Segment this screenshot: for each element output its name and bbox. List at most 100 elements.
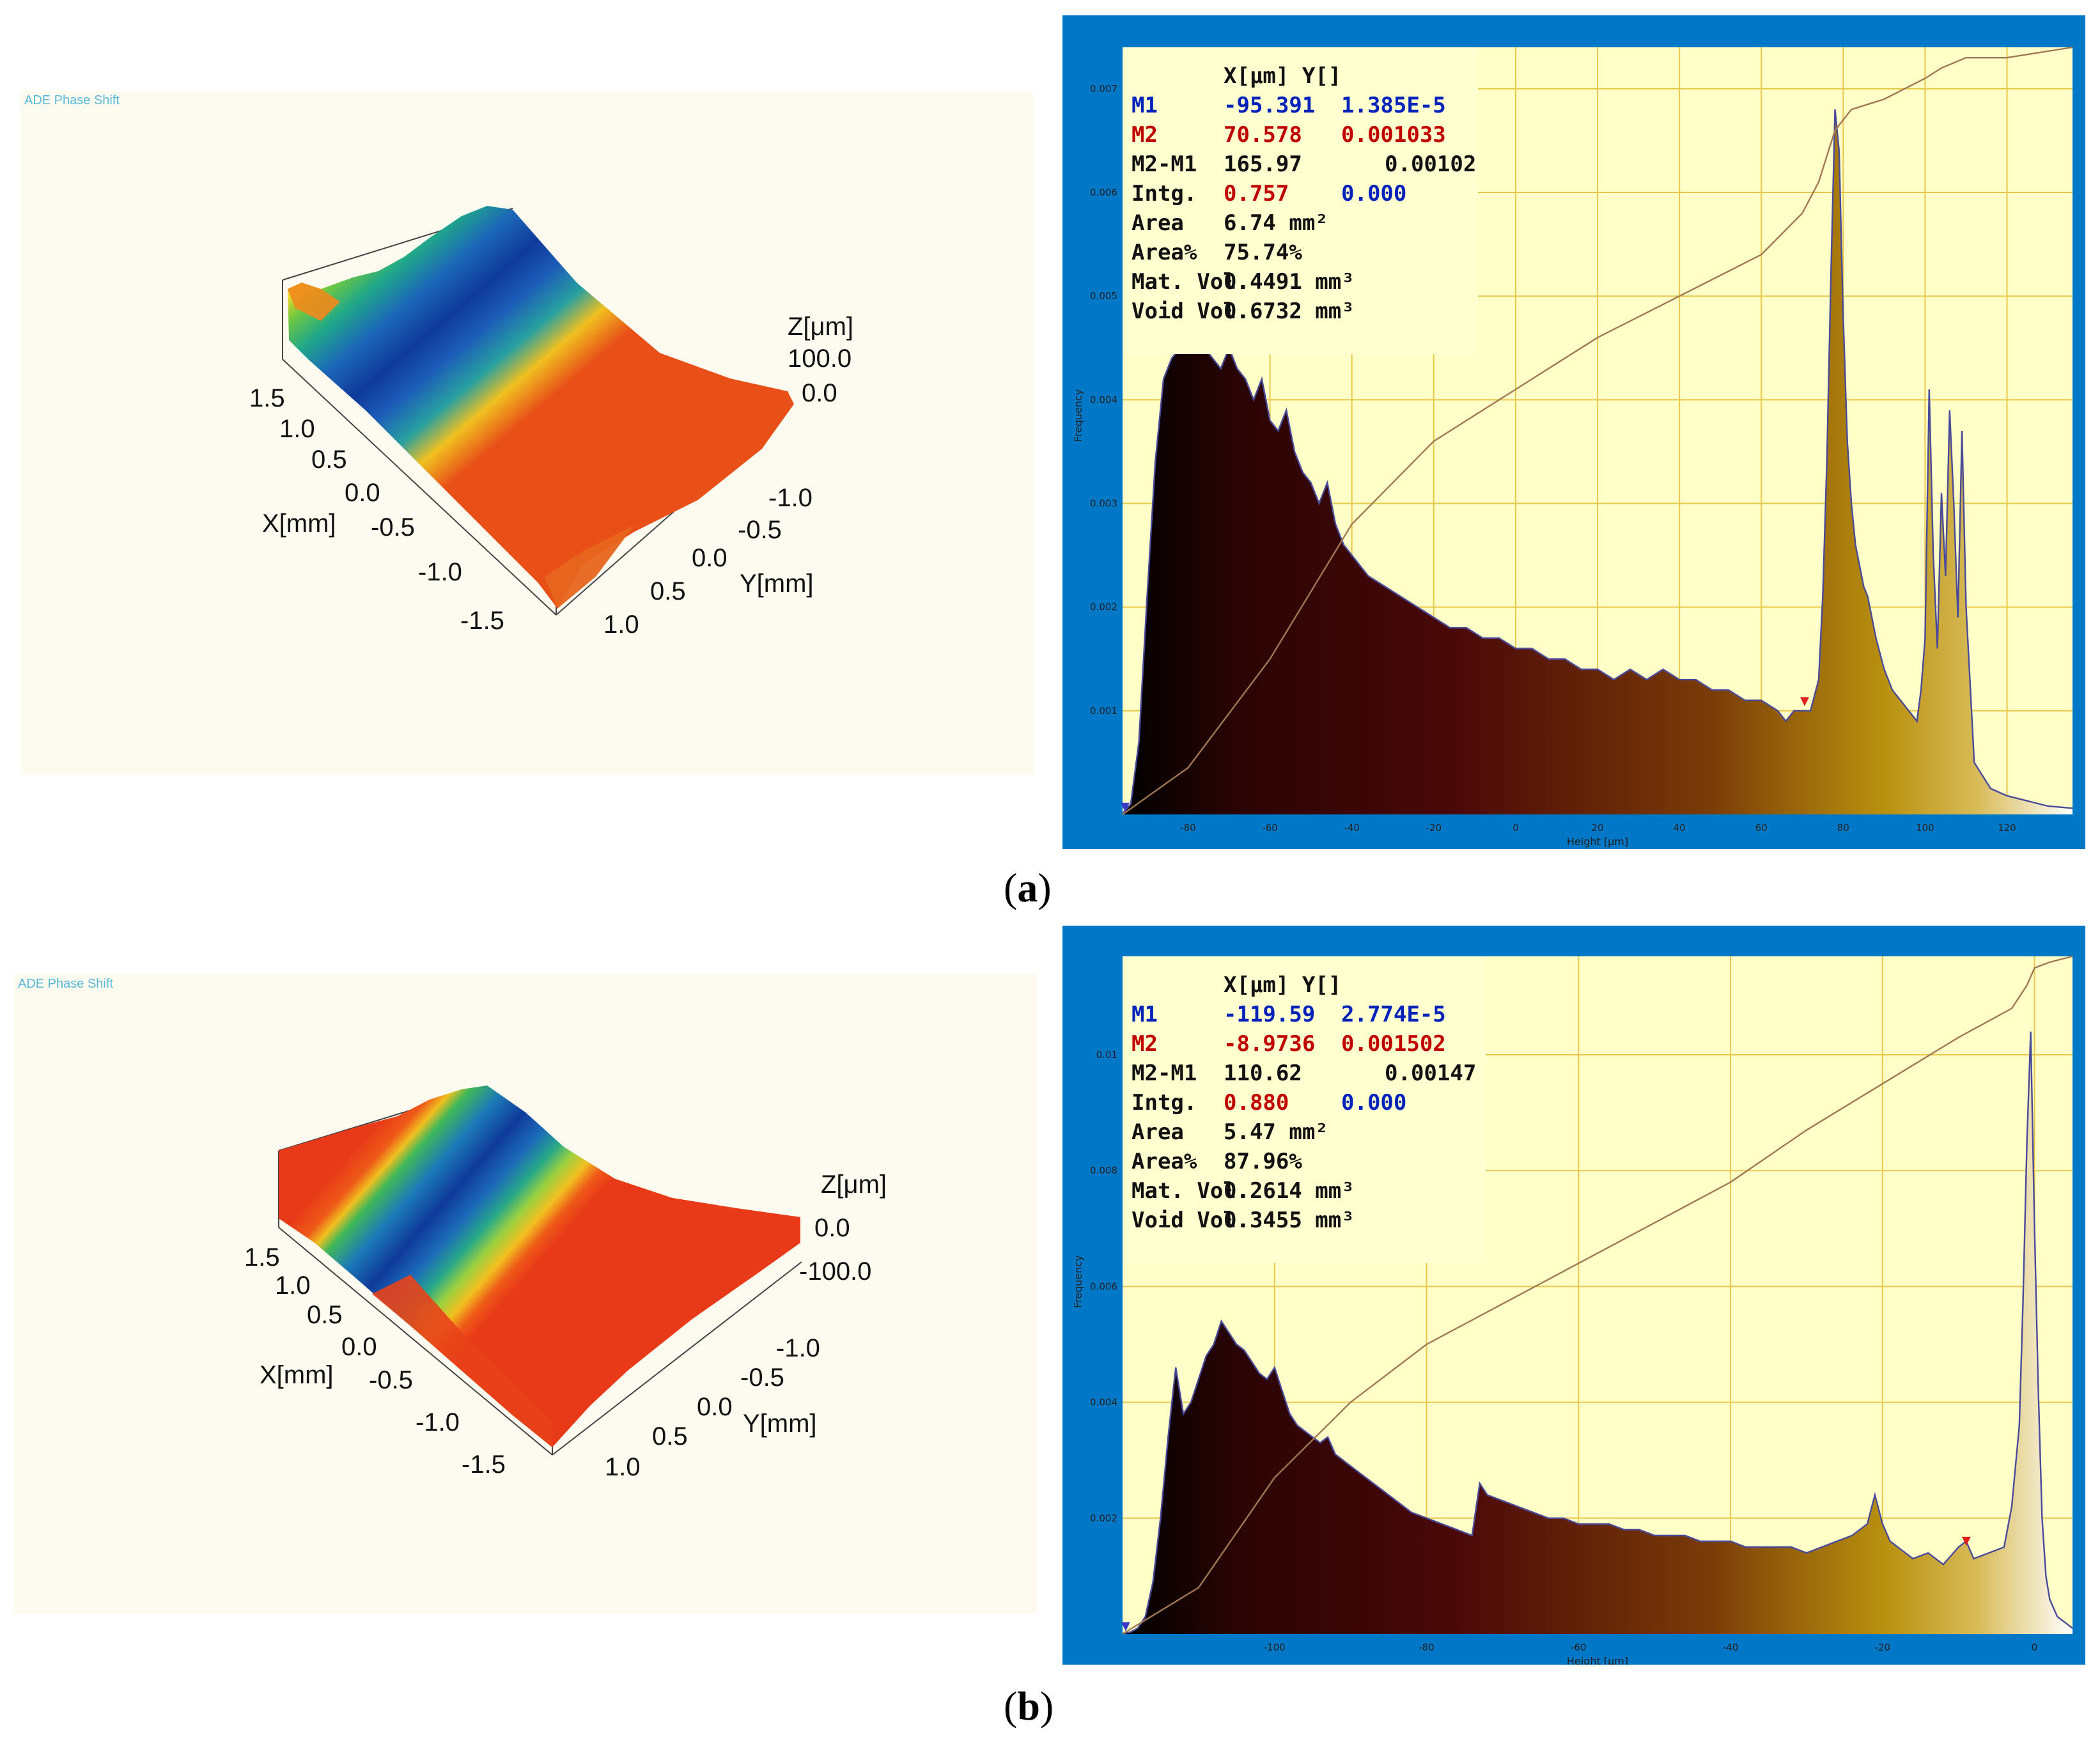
app-title: ADE Phase Shift [24, 93, 120, 107]
x-tick-label: -20 [1875, 1642, 1891, 1653]
x-axis-label: X[mm] [260, 1361, 334, 1389]
y-tick-label: 0.004 [1090, 394, 1117, 405]
readout-label: Void Vol. [1132, 1208, 1249, 1233]
x-tick-label: -60 [1262, 822, 1278, 834]
readout-label: Void Vol. [1132, 299, 1249, 324]
histogram-outline [1122, 1031, 2073, 1635]
x-tick: 0.0 [341, 1333, 377, 1361]
x-tick-label: 20 [1591, 822, 1603, 834]
x-tick: -1.0 [418, 558, 462, 586]
histogram-outline [1122, 109, 2073, 814]
z-axis-a: Z[μm] 100.0 0.0 [788, 313, 853, 407]
y-tick-label: 0.004 [1090, 1397, 1117, 1408]
readout-header: X[μm] Y[] [1224, 63, 1341, 89]
readout-label: M2-M1 [1132, 1061, 1197, 1086]
marker-m1[interactable] [1121, 1622, 1130, 1631]
readout-x-value: 165.97 [1224, 152, 1302, 177]
readout-x-value: 5.47 mm² [1224, 1119, 1328, 1145]
readout-label: Area% [1132, 1149, 1197, 1174]
x-tick: 1.5 [249, 384, 285, 412]
cumulative-curve [1122, 46, 2073, 815]
x-tick-label: 120 [1998, 822, 2016, 834]
x-tick-label: 0 [2032, 1642, 2038, 1653]
readout-x-value: 0.880 [1224, 1090, 1289, 1116]
readout-x-value: 0.3455 mm³ [1224, 1208, 1355, 1233]
readout-label: Intg. [1132, 181, 1197, 206]
y-tick-label: 0.008 [1090, 1165, 1117, 1176]
y-axis-a: -1.0 -0.5 0.0 0.5 1.0 Y[mm] [603, 484, 814, 639]
readout-y-value: 2.774E-5 [1341, 1002, 1446, 1027]
y-tick-label: 0.002 [1090, 602, 1117, 613]
y-tick-label: 0.006 [1090, 187, 1117, 198]
x-tick: -1.0 [416, 1408, 460, 1436]
y-tick: 0.5 [652, 1422, 688, 1450]
readout-x-value: 87.96% [1224, 1149, 1302, 1174]
caption-letter: b [1017, 1683, 1040, 1729]
z-tick: -100.0 [799, 1257, 871, 1286]
y-tick-label: 0.005 [1090, 290, 1117, 302]
marker-m2[interactable] [1961, 1536, 1971, 1546]
marker-m2[interactable] [1800, 697, 1809, 706]
y-tick-label: 0.006 [1090, 1280, 1117, 1292]
readout-label: Mat. Vol. [1132, 1178, 1249, 1204]
readout-x-value: 75.74% [1224, 240, 1302, 265]
y-axis-label: Y[mm] [743, 1410, 817, 1438]
histogram-area [1123, 109, 2073, 814]
y-tick-label: 0.007 [1090, 83, 1117, 95]
readout-box [1123, 47, 1478, 354]
surface-3d-a: Z[μm] 100.0 0.0 1.5 1.0 0.5 0.0 -0.5 -1.… [249, 206, 853, 639]
x-tick-label: -80 [1180, 822, 1196, 834]
readout-label: Area [1132, 1119, 1184, 1145]
y-tick: -0.5 [740, 1364, 784, 1392]
y-tick: 1.0 [603, 610, 639, 639]
readout-x-value: -8.9736 [1224, 1031, 1315, 1057]
readout-x-value: -95.391 [1224, 93, 1315, 118]
marker-m1[interactable] [1120, 802, 1130, 812]
histogram-window-b: -100 -80 -60 -40 -20 0 0.002 0.004 0.006 0.008 0.0… [1062, 926, 2085, 1665]
readout-label: M2-M1 [1132, 152, 1197, 177]
x-axis-label: Height [μm] [1567, 836, 1628, 848]
x-tick-label: -40 [1723, 1642, 1739, 1653]
histogram-chart-b: -100 -80 -60 -40 -20 0 0.002 0.004 0.006 0.008 0.0… [1072, 955, 2073, 1665]
readout-x-value: 0.757 [1224, 181, 1289, 206]
x-tick-label: 80 [1837, 822, 1849, 834]
readout-label: M2 [1132, 122, 1158, 148]
readout-y-value: 0.000 [1341, 181, 1406, 206]
readout-label: M2 [1132, 1031, 1158, 1057]
readout-label: M1 [1132, 93, 1158, 118]
readout-y-value: 1.385E-5 [1341, 93, 1446, 118]
surface-plot-b: ADE Phase Shift [14, 974, 1037, 1614]
readout-y-value: 0.00147 [1385, 1061, 1476, 1086]
x-axis-b: 1.5 1.0 0.5 0.0 -0.5 -1.0 -1.5 X[mm] [244, 1243, 506, 1479]
x-axis-label: Height [μm] [1567, 1655, 1628, 1665]
y-tick-label: 0.01 [1096, 1049, 1117, 1061]
z-axis-label: Z[μm] [788, 313, 853, 341]
x-tick-label: 60 [1755, 822, 1768, 834]
x-tick: 1.0 [275, 1272, 311, 1300]
x-tick: -0.5 [371, 513, 415, 541]
x-tick: 1.0 [279, 415, 315, 443]
histogram-area [1123, 1031, 2073, 1634]
caption-letter: a [1017, 865, 1038, 910]
readout-label: Area% [1132, 240, 1197, 265]
x-tick: 0.0 [345, 479, 380, 507]
readout-header: X[μm] Y[] [1224, 972, 1341, 998]
x-tick-label: -60 [1571, 1642, 1587, 1653]
y-tick: -1.0 [768, 484, 813, 512]
x-tick-label: 0 [1513, 822, 1519, 834]
y-axis-label: Frequency [1072, 389, 1084, 442]
readout-y-value: 0.000 [1341, 1090, 1406, 1116]
z-axis-label: Z[μm] [821, 1170, 887, 1199]
app-title: ADE Phase Shift [18, 977, 113, 991]
x-axis-a: 1.5 1.0 0.5 0.0 -0.5 -1.0 -1.5 X[mm] [249, 384, 504, 635]
readout-label: M1 [1132, 1002, 1158, 1027]
y-axis-label: Y[mm] [740, 570, 814, 598]
surface-3d-b: Z[μm] 0.0 -100.0 1.5 1.0 0.5 0.0 -0.5 -1… [244, 1085, 887, 1481]
surface-mesh-b [279, 1085, 800, 1447]
y-tick: 0.0 [692, 544, 727, 572]
x-tick: -0.5 [369, 1366, 413, 1394]
x-tick-label: -100 [1264, 1642, 1286, 1653]
x-tick-label: 100 [1916, 822, 1934, 834]
caption-b: (b) [1004, 1683, 1054, 1729]
y-tick: 0.0 [697, 1393, 733, 1421]
